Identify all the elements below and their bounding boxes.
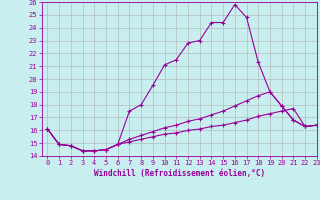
X-axis label: Windchill (Refroidissement éolien,°C): Windchill (Refroidissement éolien,°C) [94,169,265,178]
